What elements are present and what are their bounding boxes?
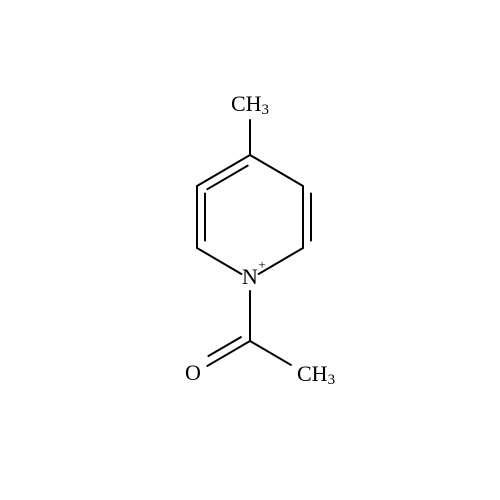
label-n-charge: + xyxy=(258,257,265,272)
label-n: N xyxy=(242,264,258,289)
molecule-diagram: CH3 N+ O CH3 xyxy=(0,0,500,500)
label-o: O xyxy=(185,360,201,385)
label-ch3-bottom: CH3 xyxy=(297,361,335,388)
label-ch3-top: CH3 xyxy=(231,91,269,118)
